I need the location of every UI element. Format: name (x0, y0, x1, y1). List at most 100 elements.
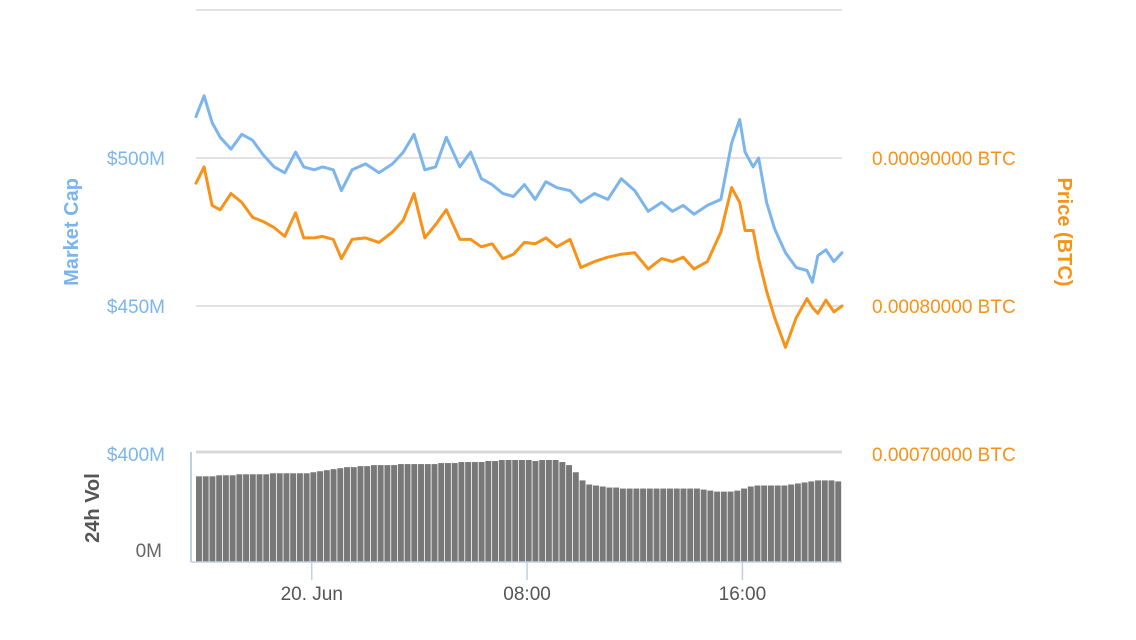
volume-bar-61 (606, 487, 613, 562)
volume-bar-81 (741, 488, 747, 562)
volume-bar-63 (619, 488, 626, 562)
x-axis-ticks: 20. Jun 08:00 16:00 (281, 562, 767, 605)
volume-bar-14 (290, 473, 297, 562)
volume-bar-72 (680, 488, 687, 562)
volume-bar-60 (599, 486, 606, 562)
volume-bar-80 (734, 490, 741, 562)
volume-bar-55 (566, 465, 573, 562)
volume-bar-22 (344, 467, 350, 562)
volume-bar-77 (714, 491, 721, 562)
volume-bar-64 (626, 488, 633, 562)
volume-bar-11 (270, 473, 276, 562)
volume-bar-24 (357, 466, 364, 562)
volume-bar-12 (276, 473, 283, 562)
volume-bar-89 (794, 483, 801, 562)
volume-bar-56 (572, 472, 579, 562)
volume-bar-78 (720, 491, 727, 562)
volume-bar-2 (209, 476, 216, 562)
volume-bar-90 (801, 482, 808, 562)
volume-bar-8 (249, 474, 256, 562)
volume-bar-65 (633, 488, 640, 562)
volume-bar-50 (532, 461, 539, 562)
volume-bar-21 (337, 468, 344, 562)
volume-bar-93 (821, 480, 828, 562)
volume-bar-41 (471, 462, 478, 562)
volume-bar-46 (505, 460, 512, 562)
left-tick-1: $450M (107, 297, 165, 318)
volume-bar-18 (317, 471, 324, 562)
volume-bar-7 (243, 474, 250, 562)
volume-bar-83 (754, 485, 761, 562)
volume-bar-66 (640, 488, 647, 562)
volume-bar-31 (404, 464, 411, 562)
volume-bar-62 (613, 487, 620, 562)
x-tick-label-2: 16:00 (719, 584, 767, 605)
volume-bar-51 (539, 460, 546, 562)
volume-bar-87 (781, 485, 788, 562)
volume-bar-37 (444, 463, 451, 562)
volume-bar-95 (835, 481, 842, 562)
volume-bar-25 (364, 466, 371, 562)
volume-bar-39 (458, 462, 465, 562)
market-cap-line (194, 94, 844, 284)
volume-bar-30 (397, 464, 404, 562)
volume-bar-15 (296, 473, 303, 562)
volume-bar-17 (310, 472, 317, 562)
volume-bar-57 (579, 480, 586, 562)
volume-bar-75 (700, 489, 707, 562)
volume-panel: 24h Vol 0M (82, 450, 842, 562)
price-btc-line (194, 165, 844, 349)
volume-bar-35 (431, 464, 438, 562)
volume-bar-68 (653, 488, 660, 562)
volume-bar-53 (552, 460, 559, 562)
volume-bar-10 (263, 474, 270, 562)
volume-bar-36 (438, 463, 445, 562)
volume-bar-38 (451, 463, 458, 562)
x-tick-label-1: 08:00 (503, 584, 551, 605)
x-axis: 20. Jun 08:00 16:00 (191, 561, 842, 605)
volume-bar-84 (761, 485, 768, 562)
volume-bar-54 (559, 462, 566, 562)
volume-bar-69 (660, 488, 667, 562)
volume-bar-49 (525, 460, 532, 562)
volume-bar-82 (747, 486, 754, 562)
right-tick-1: 0.00080000 BTC (872, 297, 1016, 318)
volume-bar-27 (377, 465, 384, 562)
volume-bar-88 (788, 484, 795, 562)
volume-bar-5 (229, 475, 236, 562)
right-tick-2: 0.00090000 BTC (872, 149, 1016, 170)
volume-bar-20 (330, 469, 337, 562)
volume-bar-13 (283, 473, 290, 562)
volume-bar-23 (350, 467, 357, 562)
volume-bar-3 (216, 475, 223, 562)
left-tick-0: $400M (107, 445, 165, 466)
right-tick-0: 0.00070000 BTC (872, 445, 1016, 466)
volume-bar-4 (222, 475, 229, 562)
left-axis-title: Market Cap (61, 178, 83, 286)
left-tick-2: $500M (107, 149, 165, 170)
volume-bar-1 (202, 476, 209, 562)
volume-bar-34 (424, 464, 431, 562)
right-axis-ticks: 0.00070000 BTC 0.00080000 BTC 0.00090000 B… (872, 149, 1016, 466)
volume-bar-92 (815, 480, 822, 562)
volume-bar-85 (767, 485, 774, 562)
left-axis-ticks: $400M $450M $500M (107, 149, 165, 466)
volume-bar-9 (256, 474, 263, 562)
volume-bar-33 (418, 464, 424, 562)
volume-bar-52 (545, 460, 552, 562)
volume-bar-29 (391, 465, 398, 562)
volume-axis-title: 24h Vol (82, 473, 104, 543)
volume-bar-67 (646, 488, 653, 562)
volume-bar-16 (303, 473, 310, 562)
volume-bar-94 (828, 480, 835, 562)
volume-bar-6 (236, 474, 243, 562)
volume-bar-76 (707, 490, 714, 562)
volume-bar-48 (519, 460, 525, 562)
volume-bar-44 (492, 461, 499, 562)
x-tick-label-0: 20. Jun (281, 584, 343, 605)
grid-lines (196, 9, 842, 307)
right-axis-title: Price (BTC) (1053, 178, 1075, 287)
volume-bar-73 (687, 488, 694, 562)
volume-bar-40 (465, 462, 472, 562)
